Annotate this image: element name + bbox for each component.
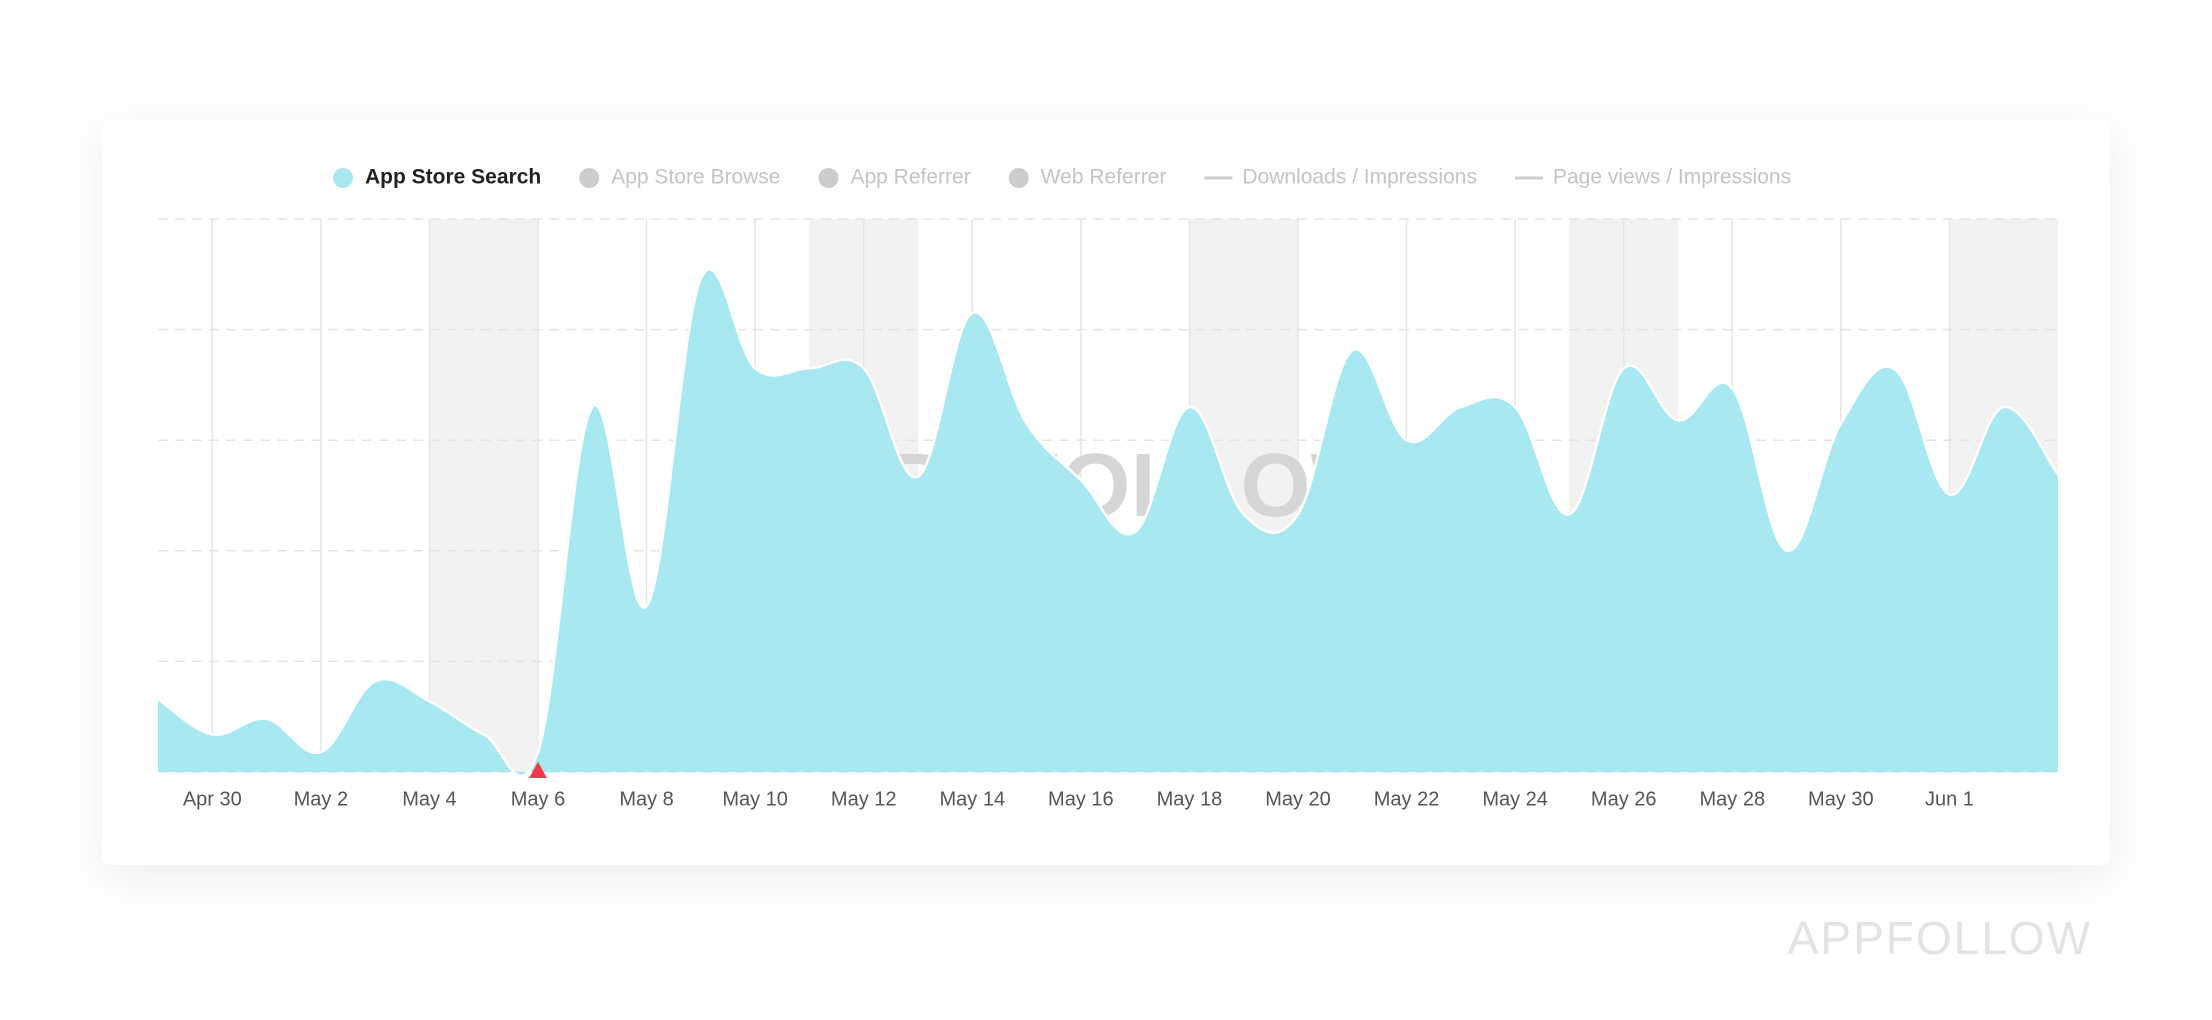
legend-label: Page views / Impressions — [1553, 166, 1791, 189]
watermark: APPFOLLOW — [1788, 912, 2092, 964]
x-tick-label: May 6 — [511, 788, 565, 810]
x-tick-label: May 20 — [1265, 788, 1331, 810]
x-tick-label: Apr 30 — [183, 788, 242, 810]
area — [158, 269, 2058, 776]
x-tick-label: May 14 — [939, 788, 1005, 810]
legend-marker — [333, 168, 353, 188]
legend-label: Web Referrer — [1041, 166, 1167, 189]
legend-label: Downloads / Impressions — [1242, 166, 1477, 189]
x-tick-label: May 30 — [1808, 788, 1874, 810]
area-outline — [157, 268, 2060, 778]
x-tick-label: May 12 — [831, 788, 897, 810]
legend-label: App Store Browse — [611, 166, 780, 189]
x-tick-label: May 26 — [1591, 788, 1657, 810]
legend-label: App Store Search — [365, 166, 541, 189]
legend-label: App Referrer — [850, 166, 970, 189]
x-tick-label: May 16 — [1048, 788, 1114, 810]
legend-marker — [1008, 168, 1029, 188]
x-tick-label: May 24 — [1482, 788, 1548, 810]
x-tick-label: May 8 — [619, 788, 673, 810]
legend: App Store Search App Store Browse App Refe… — [333, 166, 1791, 189]
legend-marker — [818, 168, 839, 188]
weekend-band — [429, 219, 538, 772]
x-tick-label: May 18 — [1157, 788, 1223, 810]
x-tick-label: May 28 — [1699, 788, 1765, 810]
x-tick-label: Jun 1 — [1925, 788, 1974, 810]
x-tick-label: May 4 — [402, 788, 456, 810]
plot: Apr 30 May 2 May 4 May 6 May 8 May 10 May 12 Ma… — [157, 268, 2060, 810]
event-marker — [529, 762, 547, 778]
legend-marker — [579, 168, 600, 188]
x-tick-label: May 2 — [294, 788, 348, 810]
x-tick-label: May 22 — [1374, 788, 1440, 810]
x-tick-label: May 10 — [722, 788, 788, 810]
